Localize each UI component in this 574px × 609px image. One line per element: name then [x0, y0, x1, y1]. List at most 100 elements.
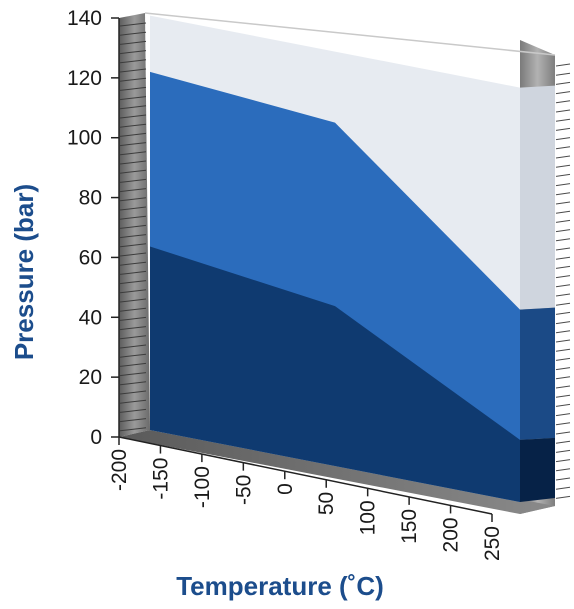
y-tick-label: 20	[79, 366, 102, 389]
x-axis-ticks: -200 -150 -100 -50 0 50 100 150 200 250	[108, 436, 504, 561]
wall-ridge	[119, 408, 147, 413]
wall-ridge	[555, 348, 571, 352]
wall-ridge	[555, 293, 571, 297]
top-edge	[144, 12, 556, 56]
floor	[119, 430, 555, 514]
wall-ridge	[119, 390, 147, 395]
wall-ridge	[555, 201, 571, 205]
wall-ridge	[119, 31, 147, 36]
wall-ridge	[119, 59, 147, 64]
y-tick-label: 60	[79, 246, 102, 269]
wall-ridge	[555, 284, 571, 288]
wall-ridge	[555, 100, 571, 104]
x-axis-line	[118, 436, 493, 515]
x-tick-label: -150	[149, 458, 172, 500]
wall-ridge	[555, 229, 571, 233]
wall-ridge	[555, 238, 571, 242]
wall-ridge	[119, 206, 147, 211]
wall-ridge	[555, 91, 571, 95]
wall-ridge	[555, 247, 571, 251]
wall-ridge	[119, 270, 147, 275]
wall-ridge	[119, 372, 147, 377]
wall-ridge	[119, 215, 147, 220]
x-tick-label: -200	[108, 449, 131, 491]
wall-ridge	[555, 63, 571, 67]
wall-ridge	[119, 197, 147, 202]
wall-ridge	[119, 86, 147, 91]
left-wall-ridges	[119, 22, 571, 499]
wall-ridge	[119, 123, 147, 128]
wall-ridge	[555, 164, 571, 168]
wall-ridge	[119, 280, 147, 285]
wall-ridge	[119, 96, 147, 101]
wall-ridge	[555, 422, 571, 426]
x-tick-label: 100	[357, 500, 380, 535]
wall-ridge	[555, 357, 571, 361]
wall-ridge	[119, 132, 147, 137]
wall-ridge	[555, 385, 571, 389]
wall-ridge	[555, 330, 571, 334]
wall-ridge	[555, 403, 571, 407]
wall-ridge	[119, 50, 147, 55]
wall-ridge	[555, 192, 571, 196]
wall-ridge	[119, 252, 147, 257]
wall-ridge	[555, 376, 571, 380]
wall-ridge	[555, 183, 571, 187]
wall-ridge	[119, 289, 147, 294]
wall-ridge	[555, 367, 571, 371]
wall-ridge	[119, 188, 147, 193]
x-tick-label: 150	[398, 509, 421, 544]
wall-ridge	[555, 81, 571, 85]
wall-ridge	[119, 418, 147, 423]
wall-ridge	[555, 72, 571, 76]
wall-ridge	[119, 224, 147, 229]
wall-ridge	[555, 339, 571, 343]
wall-ridge	[555, 449, 571, 453]
wall-ridge	[119, 344, 147, 349]
left-wall	[119, 13, 150, 437]
wall-ridge	[119, 298, 147, 303]
y-tick-label: 100	[67, 127, 102, 150]
y-tick-label: 140	[67, 7, 102, 30]
wall-ridge	[119, 326, 147, 331]
wall-ridge	[555, 477, 571, 481]
wall-ridge	[555, 413, 571, 417]
x-tick-label: 250	[481, 526, 504, 561]
wall-ridge	[555, 173, 571, 177]
wall-ridge	[119, 353, 147, 358]
wall-ridge	[555, 118, 571, 122]
y-tick-label: 40	[79, 306, 102, 329]
x-tick-label: 200	[440, 517, 463, 552]
x-axis-title: Temperature (˚C)	[176, 571, 384, 601]
wall-ridge	[119, 381, 147, 386]
wall-ridge	[555, 109, 571, 113]
y-tick-label: 120	[67, 67, 102, 90]
wall-ridge	[119, 151, 147, 156]
wall-ridge	[119, 105, 147, 110]
wall-ridge	[555, 210, 571, 214]
wall-ridge	[555, 394, 571, 398]
wall-ridge	[119, 160, 147, 165]
wall-ridge	[555, 219, 571, 223]
wall-ridge	[555, 486, 571, 490]
wall-ridge	[555, 265, 571, 269]
area-band-top-side	[520, 85, 555, 310]
wall-ridge	[119, 427, 147, 432]
area-side-faces	[520, 85, 555, 502]
wall-ridge	[119, 243, 147, 248]
wall-ridge	[555, 468, 571, 472]
wall-ridge	[555, 256, 571, 260]
wall-ridge	[555, 127, 571, 131]
wall-ridge	[555, 311, 571, 315]
y-tick-label: 80	[79, 187, 102, 210]
wall-ridge	[555, 146, 571, 150]
wall-ridge	[119, 22, 147, 27]
y-axis-title: Pressure (bar)	[9, 184, 39, 360]
area-band-mid-side	[520, 307, 555, 440]
x-tick-label: 50	[315, 492, 338, 515]
wall-ridge	[119, 169, 147, 174]
area-band-low	[150, 246, 520, 502]
area-band-low-side	[520, 437, 555, 502]
wall-ridge	[555, 459, 571, 463]
